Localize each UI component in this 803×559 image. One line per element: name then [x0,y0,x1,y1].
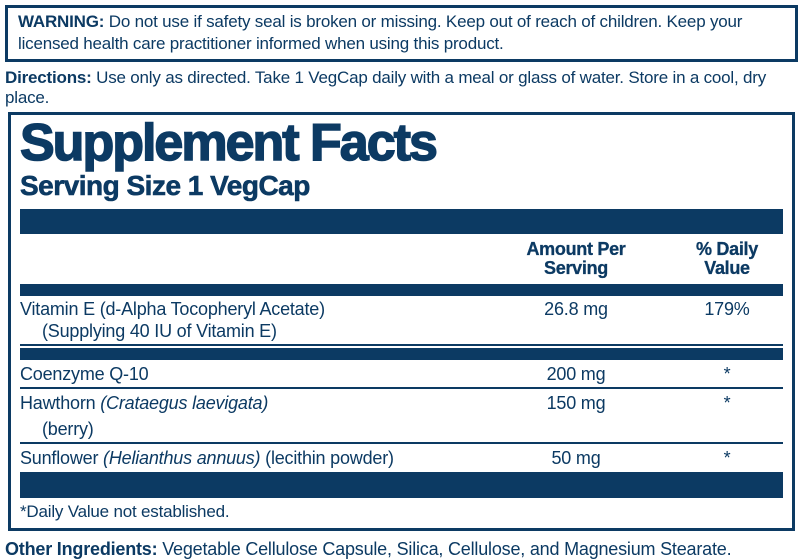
ingredient-subline: (berry) [42,419,94,439]
amount-per-serving-header: Amount Per Serving [526,239,626,278]
amount-value: 50 mg [551,448,601,468]
warning-box: WARNING: Do not use if safety seal is br… [5,5,798,62]
daily-value: * [723,393,731,413]
serving-size: Serving Size 1 VegCap [20,170,311,201]
warning-body: Do not use if safety seal is broken or m… [18,12,743,53]
row-separator [20,387,783,389]
warning-label: WARNING: [18,12,105,31]
amount-value: 150 mg [546,393,606,413]
other-ingredients: Other Ingredients: Vegetable Cellulose C… [5,539,798,559]
divider-bar-thick [20,472,783,498]
divider-bar-medium [20,284,783,296]
directions-text: Directions: Use only as directed. Take 1… [5,68,798,108]
ingredient-name: Hawthorn (Crataegus laevigata) (berry) [20,394,481,439]
table-row-vitamin-e: Vitamin E (d-Alpha Tocopheryl Acetate) (… [20,296,783,344]
divider-bar-thick [20,209,783,234]
row-separator [20,344,783,346]
directions-body: Use only as directed. Take 1 VegCap dail… [5,68,767,107]
ingredient-name: Vitamin E (d-Alpha Tocopheryl Acetate) (… [20,300,481,341]
ingredient-latin-name: (Helianthus annuus) [103,448,261,468]
ingredient-latin-name: (Crataegus laevigata) [100,393,269,413]
directions-label: Directions: [5,68,92,87]
divider-bar-medium [20,348,783,360]
table-header-row: Amount Per Serving % Daily Value [20,234,783,284]
daily-value: * [723,364,731,384]
daily-value-footnote: *Daily Value not established. [20,502,230,521]
ingredient-name: Sunflower (Helianthus annuus) (lecithin … [20,448,394,468]
other-ingredients-label: Other Ingredients: [5,539,158,559]
warning-text: WARNING: Do not use if safety seal is br… [18,11,785,55]
daily-value: 179% [704,299,750,319]
row-separator [20,442,783,444]
supplement-facts-panel: Supplement Facts Serving Size 1 VegCap A… [8,112,795,531]
amount-value: 26.8 mg [544,299,608,319]
ingredient-subline: (Supplying 40 IU of Vitamin E) [42,321,277,341]
amount-value: 200 mg [546,364,606,384]
ingredient-name: Coenzyme Q-10 [20,364,149,384]
daily-value-header: % Daily Value [696,239,759,278]
table-row-sunflower: Sunflower (Helianthus annuus) (lecithin … [20,444,783,472]
supplement-facts-title: Supplement Facts [19,114,438,172]
table-row-coenzyme-q10: Coenzyme Q-10 200 mg * [20,360,783,387]
daily-value: * [723,448,731,468]
other-ingredients-body: Vegetable Cellulose Capsule, Silica, Cel… [162,539,732,559]
table-row-hawthorn: Hawthorn (Crataegus laevigata) (berry) 1… [20,389,783,442]
